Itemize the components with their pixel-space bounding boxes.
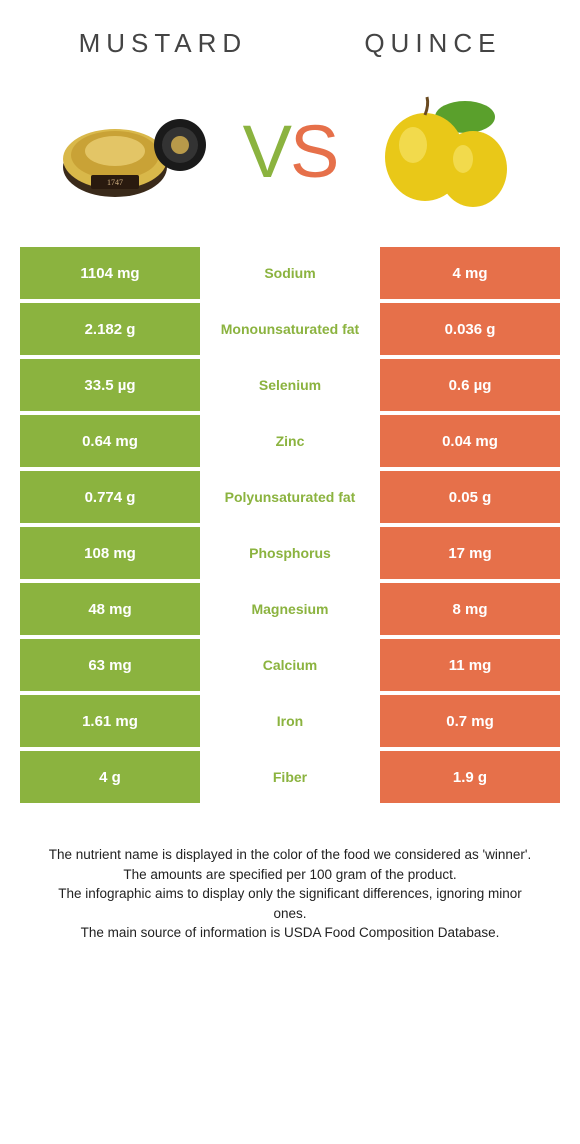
table-row: 1104 mgSodium4 mg bbox=[20, 247, 560, 303]
right-value: 8 mg bbox=[380, 583, 560, 635]
nutrient-label: Calcium bbox=[200, 639, 380, 691]
left-value: 1.61 mg bbox=[20, 695, 200, 747]
hero-row: 1747 VS bbox=[0, 69, 580, 247]
left-value: 0.64 mg bbox=[20, 415, 200, 467]
table-row: 63 mgCalcium11 mg bbox=[20, 639, 560, 695]
table-row: 108 mgPhosphorus17 mg bbox=[20, 527, 560, 583]
table-row: 48 mgMagnesium8 mg bbox=[20, 583, 560, 639]
comparison-table: 1104 mgSodium4 mg2.182 gMonounsaturated … bbox=[20, 247, 560, 807]
mustard-image: 1747 bbox=[55, 87, 225, 217]
footnote: The nutrient name is displayed in the co… bbox=[40, 845, 540, 943]
table-row: 0.774 gPolyunsaturated fat0.05 g bbox=[20, 471, 560, 527]
nutrient-label: Phosphorus bbox=[200, 527, 380, 579]
table-row: 4 gFiber1.9 g bbox=[20, 751, 560, 807]
vs-label: VS bbox=[243, 115, 338, 189]
nutrient-label: Polyunsaturated fat bbox=[200, 471, 380, 523]
right-food-title: QUINCE bbox=[364, 28, 501, 59]
right-value: 0.05 g bbox=[380, 471, 560, 523]
nutrient-label: Monounsaturated fat bbox=[200, 303, 380, 355]
footnote-line: The infographic aims to display only the… bbox=[40, 884, 540, 923]
nutrient-label: Sodium bbox=[200, 247, 380, 299]
header: MUSTARD QUINCE bbox=[0, 0, 580, 69]
footnote-line: The amounts are specified per 100 gram o… bbox=[40, 865, 540, 885]
table-row: 0.64 mgZinc0.04 mg bbox=[20, 415, 560, 471]
left-food-title: MUSTARD bbox=[79, 28, 248, 59]
nutrient-label: Zinc bbox=[200, 415, 380, 467]
left-value: 63 mg bbox=[20, 639, 200, 691]
right-value: 0.7 mg bbox=[380, 695, 560, 747]
table-row: 1.61 mgIron0.7 mg bbox=[20, 695, 560, 751]
svg-text:1747: 1747 bbox=[107, 178, 123, 187]
right-value: 11 mg bbox=[380, 639, 560, 691]
quince-image bbox=[355, 87, 525, 217]
footnote-line: The nutrient name is displayed in the co… bbox=[40, 845, 540, 865]
right-value: 17 mg bbox=[380, 527, 560, 579]
table-row: 33.5 µgSelenium0.6 µg bbox=[20, 359, 560, 415]
right-value: 0.04 mg bbox=[380, 415, 560, 467]
nutrient-label: Fiber bbox=[200, 751, 380, 803]
left-value: 48 mg bbox=[20, 583, 200, 635]
nutrient-label: Magnesium bbox=[200, 583, 380, 635]
left-value: 0.774 g bbox=[20, 471, 200, 523]
right-value: 1.9 g bbox=[380, 751, 560, 803]
vs-v: V bbox=[243, 115, 290, 189]
left-value: 4 g bbox=[20, 751, 200, 803]
right-value: 0.036 g bbox=[380, 303, 560, 355]
nutrient-label: Selenium bbox=[200, 359, 380, 411]
left-value: 1104 mg bbox=[20, 247, 200, 299]
vs-s: S bbox=[290, 115, 337, 189]
left-value: 108 mg bbox=[20, 527, 200, 579]
table-row: 2.182 gMonounsaturated fat0.036 g bbox=[20, 303, 560, 359]
nutrient-label: Iron bbox=[200, 695, 380, 747]
right-value: 4 mg bbox=[380, 247, 560, 299]
left-value: 33.5 µg bbox=[20, 359, 200, 411]
left-value: 2.182 g bbox=[20, 303, 200, 355]
footnote-line: The main source of information is USDA F… bbox=[40, 923, 540, 943]
right-value: 0.6 µg bbox=[380, 359, 560, 411]
